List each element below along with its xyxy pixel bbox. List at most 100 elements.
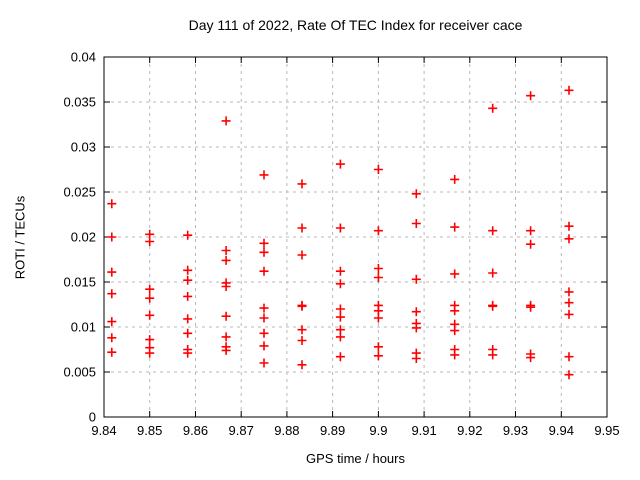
- data-point-marker: [145, 335, 155, 345]
- x-tick-label: 9.9: [369, 423, 387, 438]
- y-tick-label: 0.015: [63, 275, 96, 290]
- data-point-marker: [183, 328, 193, 338]
- data-point-marker: [297, 325, 307, 335]
- data-point-marker: [107, 347, 117, 357]
- data-point-marker: [335, 304, 345, 314]
- x-tick-label: 9.85: [137, 423, 162, 438]
- data-point-marker: [259, 247, 269, 257]
- data-point-marker: [335, 279, 345, 289]
- x-tick-label: 9.88: [274, 423, 299, 438]
- data-point-marker: [373, 226, 383, 236]
- data-point-marker: [259, 313, 269, 323]
- x-tick-label: 9.89: [320, 423, 345, 438]
- data-point-marker: [564, 298, 574, 308]
- y-tick-label: 0: [89, 410, 96, 425]
- data-point-marker: [450, 350, 460, 360]
- data-point-marker: [335, 332, 345, 342]
- data-point-marker: [145, 237, 155, 246]
- data-point-marker: [373, 264, 383, 273]
- data-point-marker: [297, 360, 307, 370]
- data-point-marker: [564, 234, 574, 244]
- data-point-marker: [450, 222, 460, 232]
- data-point-marker: [335, 312, 345, 322]
- data-point-marker: [183, 275, 193, 285]
- y-tick-label: 0.035: [63, 95, 96, 110]
- y-tick-label: 0.01: [71, 320, 96, 335]
- data-point-marker: [564, 309, 574, 319]
- data-point-marker: [221, 311, 231, 321]
- data-point-marker: [373, 165, 383, 174]
- data-point-marker: [183, 348, 193, 358]
- data-point-marker: [259, 266, 269, 276]
- data-point-marker: [259, 328, 269, 338]
- data-point-marker: [373, 273, 383, 282]
- data-point-marker: [297, 301, 307, 311]
- data-point-marker: [488, 226, 498, 236]
- data-point-marker: [221, 116, 231, 126]
- data-point-marker: [526, 239, 536, 249]
- y-tick-label: 0.03: [71, 140, 96, 155]
- y-tick-label: 0.025: [63, 185, 96, 200]
- data-point-marker: [373, 313, 383, 323]
- data-point-marker: [335, 352, 345, 362]
- x-tick-label: 9.87: [229, 423, 254, 438]
- data-point-marker: [564, 221, 574, 231]
- data-point-marker: [183, 265, 193, 275]
- data-point-marker: [259, 358, 269, 368]
- data-point-marker: [221, 332, 231, 342]
- data-point-marker: [488, 301, 498, 311]
- x-tick-label: 9.91: [411, 423, 436, 438]
- data-point-marker: [297, 179, 307, 189]
- data-point-marker: [411, 274, 421, 284]
- y-tick-label: 0.04: [71, 50, 96, 65]
- x-tick-label: 9.84: [91, 423, 116, 438]
- y-tick-label: 0.005: [63, 365, 96, 380]
- data-point-marker: [107, 199, 117, 209]
- data-point-marker: [107, 333, 117, 343]
- data-point-marker: [564, 370, 574, 380]
- data-point-marker: [488, 350, 498, 360]
- data-point-marker: [221, 282, 231, 291]
- data-point-marker: [450, 269, 460, 279]
- data-point-marker: [145, 348, 155, 358]
- data-point-marker: [221, 345, 231, 355]
- x-tick-label: 9.86: [183, 423, 208, 438]
- chart-title: Day 111 of 2022, Rate Of TEC Index for r…: [188, 17, 523, 33]
- data-point-marker: [564, 85, 574, 95]
- data-point-marker: [335, 223, 345, 233]
- data-point-marker: [183, 230, 193, 240]
- data-point-marker: [183, 291, 193, 301]
- data-point-marker: [488, 268, 498, 278]
- data-point-marker: [107, 232, 117, 242]
- x-tick-label: 9.94: [549, 423, 574, 438]
- data-point-marker: [259, 303, 269, 313]
- data-point-marker: [297, 336, 307, 345]
- data-point-marker: [259, 170, 269, 180]
- data-point-marker: [259, 238, 269, 248]
- x-axis-label: GPS time / hours: [306, 451, 405, 466]
- data-point-marker: [450, 174, 460, 184]
- data-point-marker: [297, 250, 307, 260]
- data-point-marker: [526, 91, 536, 101]
- data-point-marker: [335, 159, 345, 169]
- data-point-marker: [335, 266, 345, 276]
- data-point-marker: [450, 326, 460, 336]
- x-tick-label: 9.93: [503, 423, 528, 438]
- data-point-marker: [564, 352, 574, 362]
- data-point-marker: [450, 306, 460, 316]
- data-point-marker: [107, 267, 117, 277]
- data-point-marker: [221, 246, 231, 255]
- data-point-marker: [183, 314, 193, 324]
- data-point-marker: [411, 219, 421, 228]
- data-point-marker: [526, 353, 536, 363]
- data-point-marker: [411, 323, 421, 333]
- x-tick-label: 9.92: [457, 423, 482, 438]
- data-point-marker: [411, 354, 421, 363]
- data-point-marker: [411, 189, 421, 199]
- y-tick-label: 0.02: [71, 230, 96, 245]
- data-point-marker: [526, 226, 536, 236]
- data-point-marker: [373, 342, 383, 352]
- data-point-marker: [107, 289, 117, 299]
